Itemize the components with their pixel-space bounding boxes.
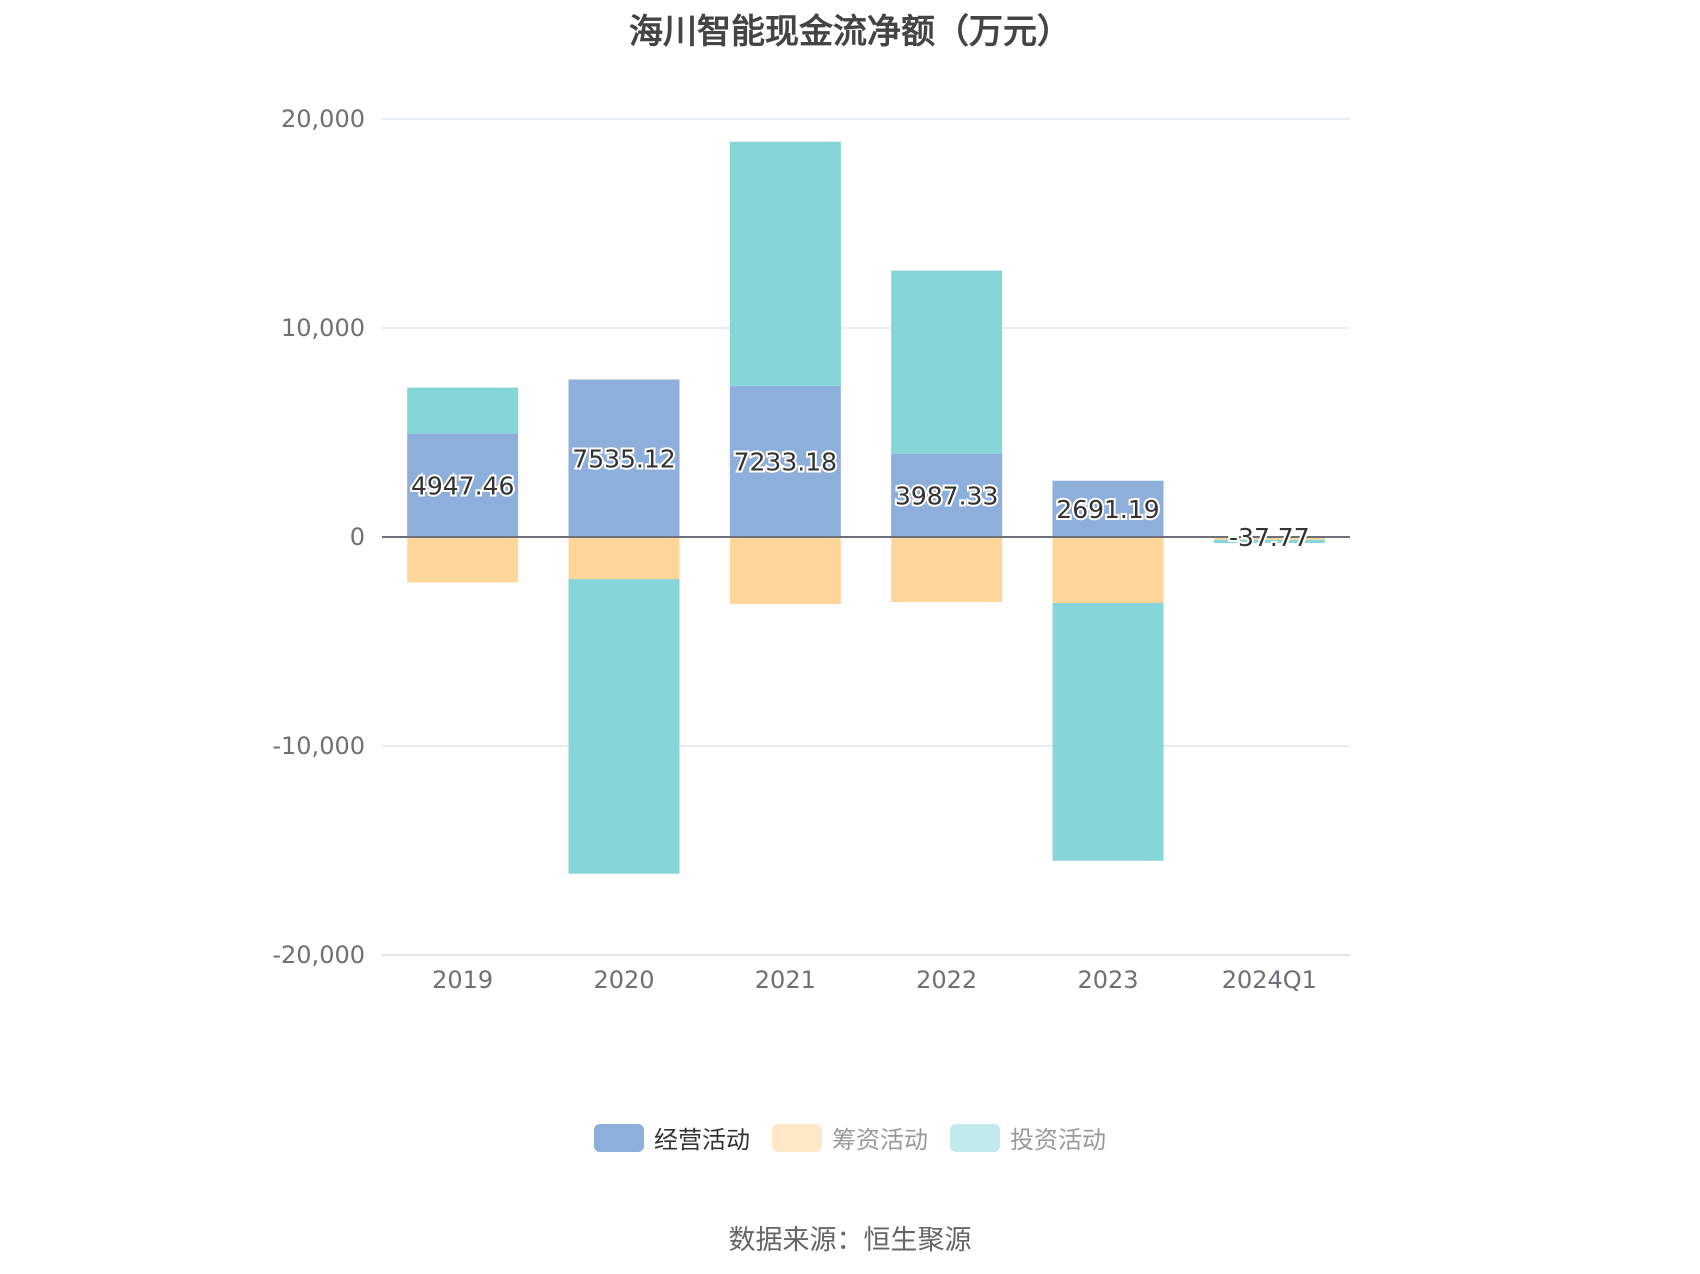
legend-swatch <box>594 1123 644 1152</box>
legend-label: 经营活动 <box>654 1126 750 1154</box>
bar-筹资活动-2021 <box>729 537 841 605</box>
y-tick-label: -20,000 <box>272 941 365 969</box>
legend-label: 筹资活动 <box>832 1126 928 1154</box>
data-label: -37.77 <box>1229 523 1310 552</box>
bar-投资活动-2022 <box>891 270 1003 454</box>
bar-筹资活动-2023 <box>1052 537 1164 604</box>
data-label: 3987.33 <box>895 481 998 510</box>
legend-item[interactable]: 筹资活动 <box>772 1120 928 1155</box>
bar-经营活动-2020 <box>568 379 680 537</box>
chart-title: 海川智能现金流净额（万元） <box>629 12 1071 52</box>
bar-筹资活动-2024Q1 <box>1213 537 1325 540</box>
bar-经营活动-2021 <box>729 385 841 537</box>
x-tick-label: 2022 <box>916 966 977 994</box>
x-tick-label: 2019 <box>432 966 493 994</box>
bar-投资活动-2020 <box>568 579 680 874</box>
bar-投资活动-2019 <box>407 387 519 434</box>
legend-label: 投资活动 <box>1010 1126 1106 1154</box>
data-label: 7233.18 <box>734 447 837 476</box>
legend-swatch <box>950 1123 1000 1152</box>
x-tick-label: 2023 <box>1077 966 1138 994</box>
data-label: 4947.46 <box>411 471 514 500</box>
data-source: 数据来源：恒生聚源 <box>728 1225 972 1256</box>
bar-经营活动-2019 <box>407 433 519 537</box>
x-tick-label: 2021 <box>755 966 816 994</box>
bar-经营活动-2022 <box>891 453 1003 537</box>
bar-筹资活动-2020 <box>568 537 680 580</box>
bar-投资活动-2023 <box>1052 603 1164 861</box>
x-tick-label: 2024Q1 <box>1222 966 1317 994</box>
legend: 经营活动 筹资活动 投资活动 <box>0 1120 1700 1155</box>
bar-经营活动-2023 <box>1052 480 1164 537</box>
legend-item[interactable]: 投资活动 <box>950 1120 1106 1155</box>
data-label: 2691.19 <box>1056 495 1159 524</box>
legend-item[interactable]: 经营活动 <box>594 1120 750 1155</box>
bar-筹资活动-2019 <box>407 537 519 583</box>
y-tick-label: 0 <box>350 523 365 551</box>
legend-swatch <box>772 1123 822 1152</box>
y-tick-label: 20,000 <box>281 105 365 133</box>
y-tick-label: -10,000 <box>272 732 365 760</box>
bar-投资活动-2024Q1 <box>1213 539 1325 544</box>
bar-投资活动-2021 <box>729 141 841 386</box>
data-label: 7535.12 <box>572 444 675 473</box>
y-tick-label: 10,000 <box>281 314 365 342</box>
x-tick-label: 2020 <box>593 966 654 994</box>
bar-筹资活动-2022 <box>891 537 1003 602</box>
